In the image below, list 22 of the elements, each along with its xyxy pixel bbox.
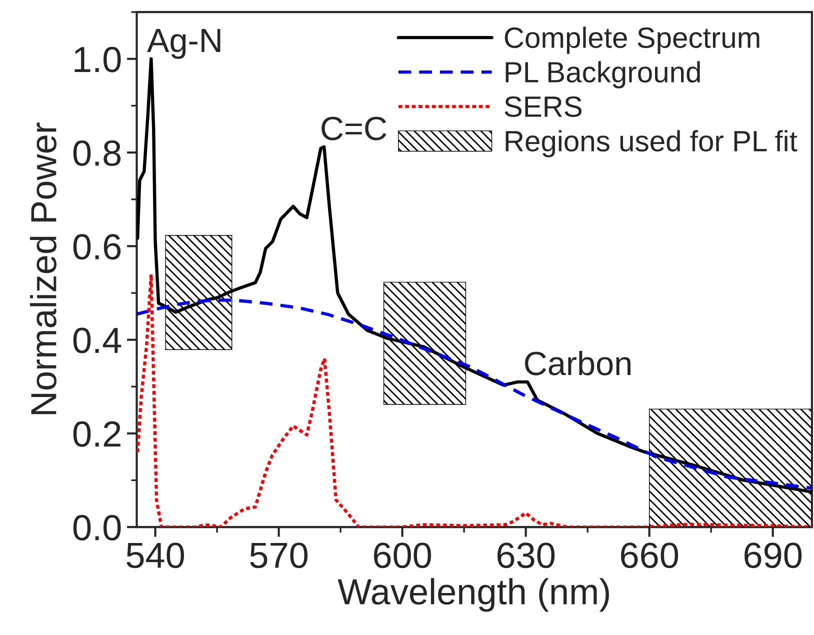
x-tick-label: 630 [498, 542, 555, 568]
line-series [136, 298, 812, 490]
annotation: Ag-N [147, 29, 220, 59]
annotation: C=C [322, 116, 386, 140]
annotation: Carbon [524, 350, 630, 376]
x-axis-title: Wavelength (nm) [338, 578, 609, 612]
x-tick-label: 600 [374, 542, 432, 568]
y-tick-label: 0.8 [73, 140, 121, 166]
y-tick-label: 1.0 [74, 46, 121, 72]
x-tick-label: 690 [744, 542, 802, 568]
y-tick-label: 0.0 [73, 514, 121, 540]
y-tick-label: 0.6 [73, 234, 121, 260]
y-axis-title: Normalized Power [30, 122, 57, 414]
legend-label: Regions used for PL fit [506, 130, 798, 158]
x-tick-label: 570 [250, 542, 308, 568]
legend-label: PL Background [506, 61, 700, 88]
legend-label: SERS [504, 96, 582, 118]
y-tick-label: 0.4 [73, 328, 122, 354]
legend-label: Complete Spectrum [504, 26, 760, 54]
x-tick-label: 660 [621, 542, 678, 568]
x-tick-label: 540 [126, 542, 184, 568]
y-tick-label: 0.2 [73, 421, 120, 447]
